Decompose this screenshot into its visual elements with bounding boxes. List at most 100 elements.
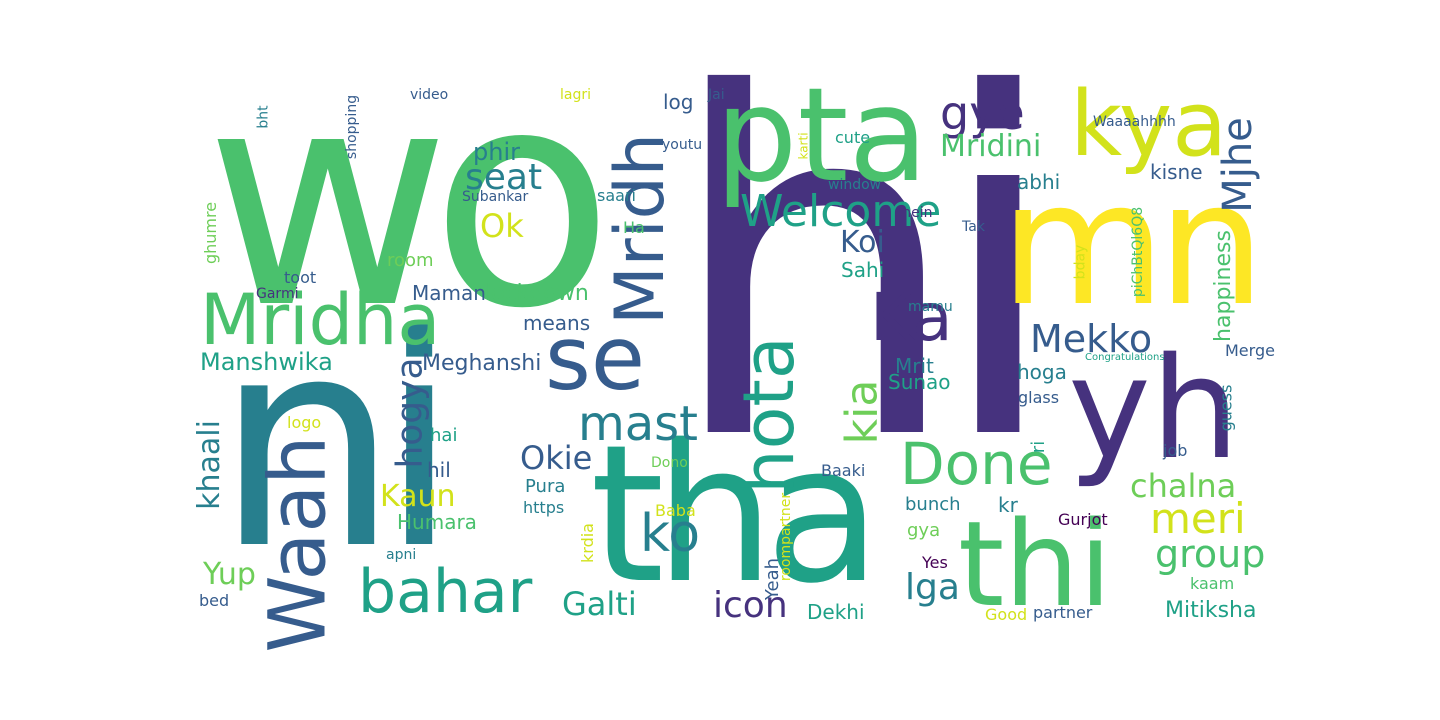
word-Maman: Maman <box>412 281 486 305</box>
word-hoga: hoga <box>1017 360 1067 384</box>
word-cute: cute <box>835 128 871 147</box>
word-Congratulations: Congratulations <box>1085 352 1165 363</box>
word-seat: seat <box>465 157 543 198</box>
word-Galti: Galti <box>562 585 637 623</box>
word-hil: hil <box>427 458 451 482</box>
word-apni: apni <box>386 547 417 563</box>
word-Sunao: Sunao <box>888 370 951 394</box>
word-phir: phir <box>473 138 520 166</box>
word-karti: karti <box>796 132 811 160</box>
word-saari: saari <box>597 186 636 205</box>
word-tha: tha <box>590 404 881 625</box>
word-ni: ni <box>215 276 459 613</box>
word-krdia: krdia <box>577 523 597 563</box>
word-window: window <box>828 177 882 193</box>
word-meri: meri <box>1150 494 1246 543</box>
word-hota: hota <box>727 336 810 494</box>
word-partner: partner <box>1033 603 1093 622</box>
word-hi: hi <box>665 0 1064 543</box>
word-lockdown: lockdown <box>485 281 589 306</box>
word-Waaaahhhh: Waaaahhhh <box>1093 114 1176 130</box>
word-Baaki: Baaki <box>821 461 866 480</box>
word-toot: toot <box>284 268 317 287</box>
word-Mekko: Mekko <box>1030 317 1153 361</box>
word-Gurjot: Gurjot <box>1058 510 1108 529</box>
word-Subankar: Subankar <box>462 189 529 205</box>
word-Pura: Pura <box>525 476 566 497</box>
word-yh: yh <box>1068 328 1240 491</box>
word-mamu: mamu <box>908 299 953 315</box>
word-ri: ri <box>1028 440 1050 454</box>
word-Mridha: Mridha <box>200 279 441 361</box>
word-wo: wo <box>205 25 614 374</box>
word-Kaun: Kaun <box>380 479 456 514</box>
word-se: se <box>545 307 645 410</box>
word-piChBtQl6Q8: piChBtQl6Q8 <box>1130 206 1147 298</box>
word-Meghanshi: Meghanshi <box>422 351 542 376</box>
word-Yes: Yes <box>922 553 948 572</box>
word-Dekhi: Dekhi <box>807 600 865 624</box>
word-kya: kya <box>1070 72 1228 177</box>
word-icon: icon <box>713 585 788 626</box>
word-bht: bht <box>255 105 272 129</box>
word-shopping: shopping <box>344 94 361 160</box>
word-Sahi: Sahi <box>841 258 885 282</box>
word-mn: mn <box>1000 146 1265 344</box>
word-Done: Done <box>900 430 1053 498</box>
word-Good: Good <box>985 605 1028 624</box>
word-Welcome: Welcome <box>740 186 942 237</box>
word-log: log <box>663 90 694 114</box>
word-logo: logo <box>287 413 322 432</box>
word-roompartner: roompartner <box>778 492 795 582</box>
word-group: group <box>1155 532 1266 576</box>
word-kisne: kisne <box>1150 160 1203 184</box>
word-room: room <box>387 250 434 271</box>
word-kr: kr <box>998 493 1018 517</box>
word-abhi: abhi <box>1017 170 1061 194</box>
word-Okie: Okie <box>520 439 593 477</box>
word-ko: ko <box>640 504 701 564</box>
word-Garmi: Garmi <box>256 286 299 302</box>
word-Ka: Ka <box>870 279 953 356</box>
word-hai: hai <box>430 425 458 446</box>
word-shein: shein <box>895 205 933 221</box>
word-Dono: Dono <box>651 455 688 471</box>
word-ghumre: ghumre <box>201 201 221 265</box>
word-gya: gya <box>907 520 941 541</box>
word-bday: bday <box>1072 244 1089 280</box>
word-Mitiksha: Mitiksha <box>1165 598 1257 623</box>
word-Tak: Tak <box>962 219 985 235</box>
word-bed: bed <box>199 591 230 610</box>
word-Mridini: Mridini <box>940 129 1042 164</box>
word-Baba: Baba <box>655 501 696 520</box>
word-khaali: khaali <box>191 420 227 510</box>
word-youtu: youtu <box>662 137 703 153</box>
word-Koi: Koi <box>840 225 885 260</box>
word-video: video <box>410 87 449 103</box>
word-Humara: Humara <box>397 510 477 534</box>
word-glass: glass <box>1018 388 1060 407</box>
word-lagri: lagri <box>560 87 592 103</box>
word-Ha: Ha <box>623 218 645 237</box>
word-guess: guess <box>1216 384 1236 432</box>
word-Yup: Yup <box>203 557 256 592</box>
word-chalna: chalna <box>1130 467 1237 505</box>
word-Manshwika: Manshwika <box>200 348 333 376</box>
word-https: https <box>523 498 565 517</box>
word-means: means <box>523 311 591 335</box>
word-Merge: Merge <box>1225 341 1275 360</box>
word-bahar: bahar <box>358 557 533 627</box>
word-Mrit: Mrit <box>895 354 934 378</box>
word-job: job <box>1163 441 1188 460</box>
word-gye: gye <box>940 86 1025 140</box>
word-bunch: bunch <box>905 494 961 515</box>
word-Waah: Waah <box>253 435 344 653</box>
word-kaam: kaam <box>1190 574 1235 593</box>
word-kia: kia <box>836 379 888 445</box>
word-Mjhe: Mjhe <box>1214 117 1261 213</box>
word-mast: mast <box>578 396 698 452</box>
word-happiness: happiness <box>1210 230 1236 342</box>
word-pta: pta <box>715 59 929 211</box>
word-Ok: Ok <box>480 207 524 245</box>
